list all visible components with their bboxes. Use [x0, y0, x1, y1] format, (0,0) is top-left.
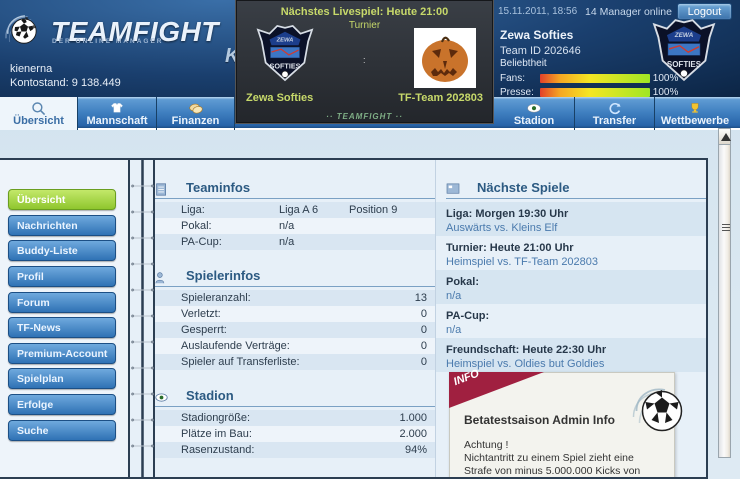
svg-text:SOFTIES: SOFTIES — [269, 61, 300, 70]
svg-text:SOFTIES: SOFTIES — [667, 60, 702, 69]
svg-text:ZEWA: ZEWA — [276, 37, 294, 43]
svg-text:ZEWA: ZEWA — [674, 32, 694, 39]
